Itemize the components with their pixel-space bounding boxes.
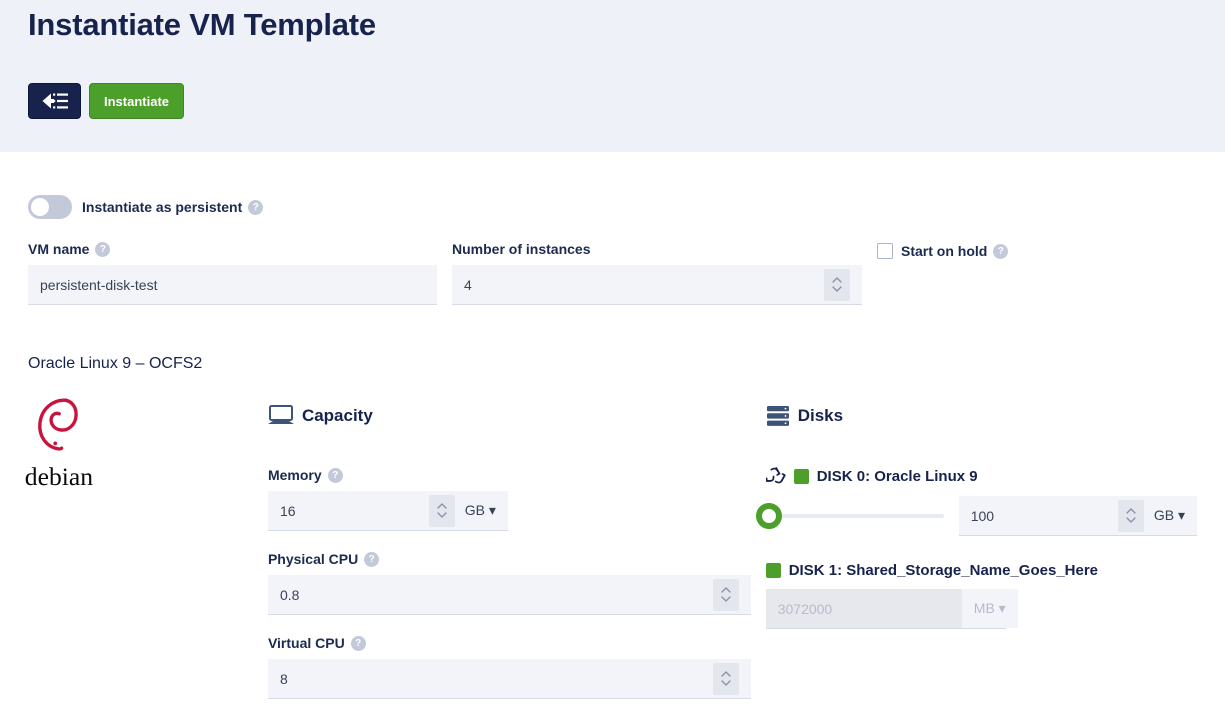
svg-text:debian: debian [25, 462, 93, 491]
